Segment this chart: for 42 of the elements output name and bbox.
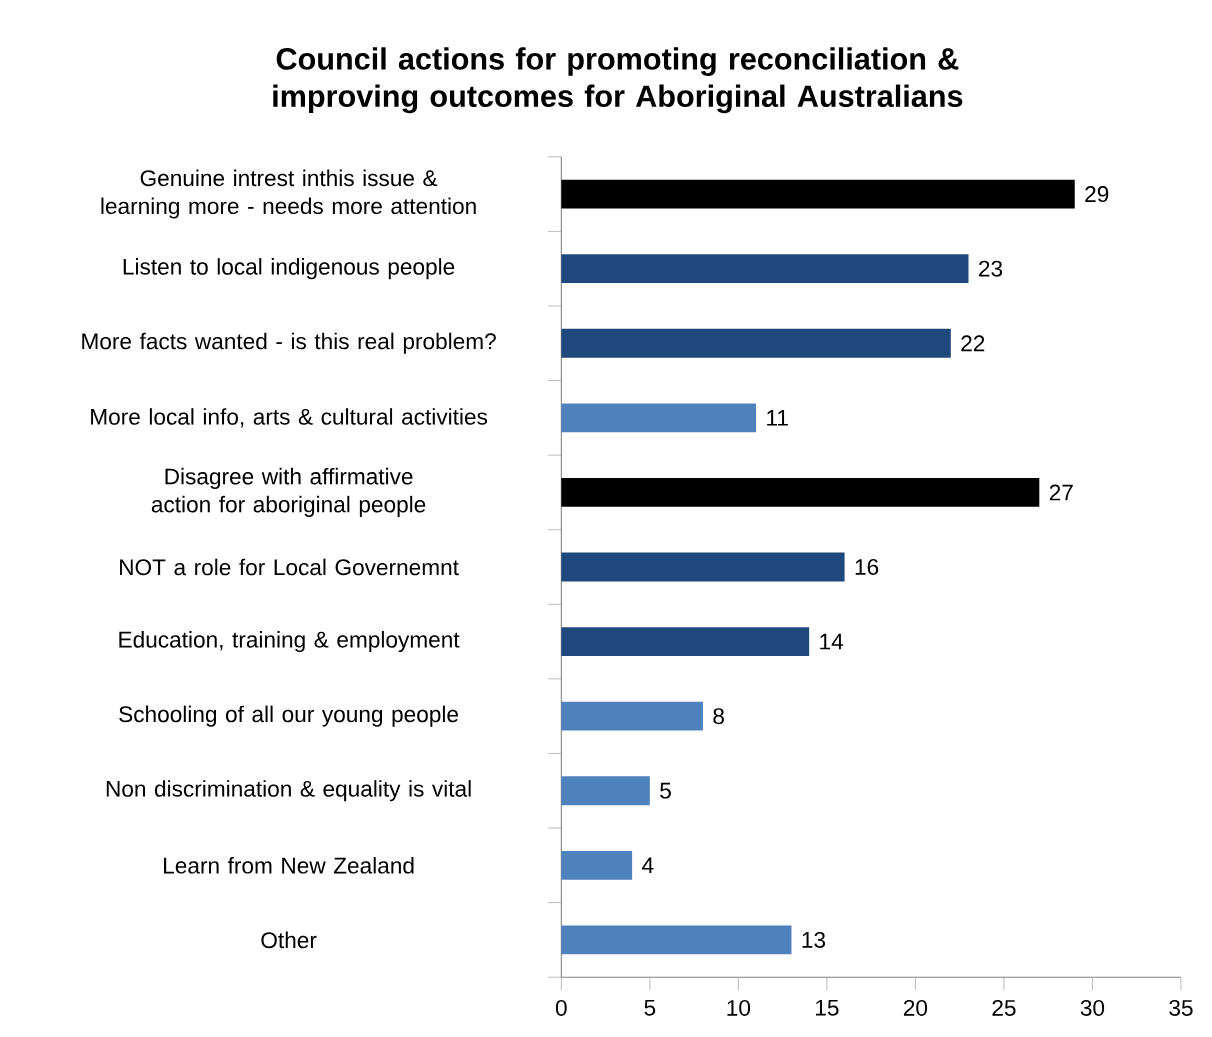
bar: [561, 179, 1075, 209]
bar: [561, 627, 810, 656]
x-tick-label: 25: [992, 999, 1016, 1016]
data-label: 8: [713, 708, 724, 725]
x-tick-label: 15: [816, 999, 839, 1016]
bar: [561, 776, 650, 806]
data-label: 27: [1049, 484, 1073, 501]
y-tick-label: Learn from New Zealand: [164, 856, 414, 874]
y-tick-label: Genuine intrest inthis issue & learning more - needs more attention: [101, 169, 476, 219]
x-tick-label: 0: [555, 999, 567, 1016]
y-tick-label: Non discrimination & equality is vital: [106, 780, 471, 802]
y-tick-label: Listen to local indigenous people: [123, 258, 455, 280]
y-tick-label: NOT a role for Local Governemnt: [120, 558, 459, 576]
x-tick-label: 30: [1080, 999, 1105, 1016]
bar: [561, 850, 633, 880]
x-tick-label: 35: [1169, 999, 1193, 1016]
bar: [561, 552, 845, 582]
bar: [561, 701, 703, 731]
bar: [561, 925, 792, 955]
data-label: 13: [802, 931, 826, 948]
data-label: 23: [979, 260, 1003, 277]
data-label: 16: [855, 559, 879, 575]
y-tick-label: Education, training & employment: [119, 631, 460, 653]
chart-title: Council actions for promoting reconciliation & improving outcomes for Aboriginal Australians: [273, 47, 963, 114]
x-tick-label: 5: [644, 999, 656, 1016]
data-label: 4: [642, 857, 654, 874]
bar: [561, 254, 969, 284]
x-tick-label: 20: [903, 999, 928, 1016]
bar: [561, 478, 1040, 507]
bar: [561, 403, 757, 433]
y-tick-label: Schooling of all our young people: [119, 705, 458, 727]
data-label: 29: [1085, 186, 1109, 203]
data-label: 14: [820, 633, 844, 650]
y-tick-label: More facts wanted - is this real problem?: [82, 332, 496, 354]
data-label: 22: [961, 335, 985, 352]
data-label: 5: [660, 782, 671, 799]
bar: [561, 328, 951, 358]
data-label: 11: [767, 410, 788, 426]
y-tick-label: More local info, arts & cultural activities: [91, 408, 488, 428]
y-tick-label: Disagree with affirmative action for aboriginal people: [151, 467, 426, 517]
y-tick-label: Other: [261, 931, 317, 949]
x-tick-label: 10: [727, 999, 751, 1016]
